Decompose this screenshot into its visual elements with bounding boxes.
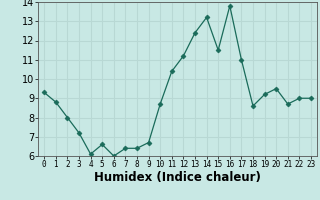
X-axis label: Humidex (Indice chaleur): Humidex (Indice chaleur) <box>94 171 261 184</box>
